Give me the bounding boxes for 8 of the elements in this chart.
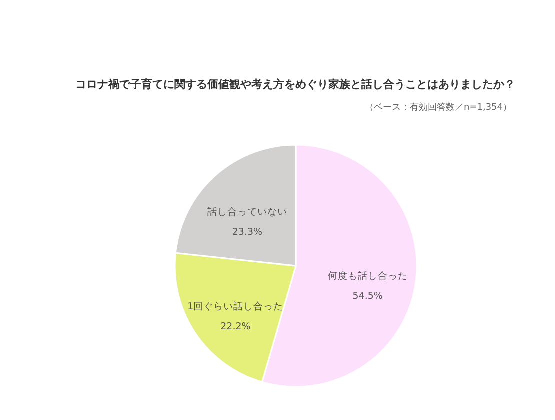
data-label: 22.2% <box>220 321 251 332</box>
text: （ベース：有効回答数／n=1,354） <box>364 102 512 113</box>
data-label: 54.5% <box>352 291 383 302</box>
chart-title: コロナ禍で子育てに関する価値観や考え方をめぐり家族と話し合うことはありましたか？ <box>76 78 516 91</box>
slice-label: 何度も話し合った <box>328 270 408 282</box>
slice-label: 1回ぐらい話し合った <box>188 300 284 312</box>
slice-label: 話し合っていない <box>207 206 288 218</box>
data-label: 23.3% <box>232 226 263 238</box>
